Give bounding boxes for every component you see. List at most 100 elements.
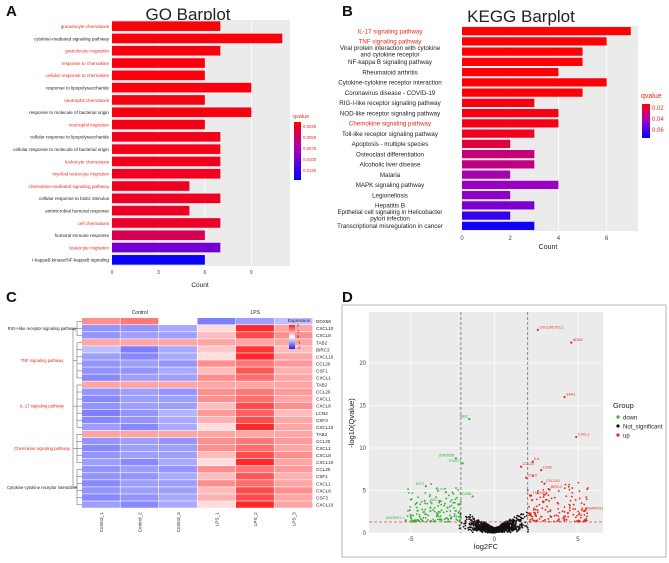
heatmap-cell — [274, 444, 313, 452]
volcano-point-up-labeled — [570, 341, 573, 344]
kegg-x-axis-label: Count — [539, 244, 558, 251]
kegg-bar — [462, 211, 511, 220]
go-category-labels: granulocyte chemotaxis cytokine-mediated … — [13, 24, 109, 263]
volcano-point-down — [421, 519, 424, 522]
volcano-point-ns — [481, 525, 484, 527]
volcano-point-down — [423, 499, 426, 502]
volcano-point-down — [429, 493, 431, 496]
volcano-point-up — [583, 514, 586, 516]
volcano-point-ns — [485, 527, 488, 530]
volcano-point-up — [563, 511, 566, 513]
volcano-point-ns — [487, 526, 490, 528]
volcano-point-down — [454, 509, 457, 512]
volcano-point-down — [438, 499, 441, 502]
volcano-point-down — [456, 496, 458, 499]
heatmap-cell — [236, 374, 274, 381]
volcano-point-down — [409, 505, 412, 508]
heatmap-group-label: LPS — [251, 310, 261, 316]
heatmap-cell — [120, 346, 159, 353]
volcano-point-up — [542, 520, 545, 522]
heatmap-cell — [236, 395, 274, 402]
heatmap-cell — [82, 466, 120, 473]
volcano-point-ns — [508, 524, 511, 526]
panel-label-b: B — [342, 3, 353, 20]
volcano-point-up — [574, 508, 577, 510]
heatmap-cells — [82, 318, 313, 508]
volcano-legend-title: Group — [613, 401, 634, 410]
volcano-point-ns — [516, 530, 518, 533]
volcano-point-down — [433, 506, 436, 509]
go-category-label: response to chemokine — [62, 61, 110, 66]
volcano-point-ns — [521, 526, 524, 529]
go-x-tick-labels: 0 3 6 9 — [111, 270, 253, 276]
go-x-tick-label: 0 — [111, 270, 114, 276]
volcano-point-down — [419, 503, 421, 506]
heatmap-gene-label: CXCL10 — [316, 460, 334, 465]
heatmap-cell — [120, 416, 159, 424]
volcano-point-down — [432, 518, 435, 521]
volcano-point-ns — [516, 518, 519, 521]
volcano-point-up — [578, 512, 581, 515]
volcano-point-ns — [465, 518, 468, 521]
kegg-bar — [462, 129, 535, 138]
heatmap-cell — [159, 339, 197, 346]
volcano-point-down — [444, 487, 447, 490]
kegg-bar — [462, 170, 511, 179]
heatmap-cell — [197, 437, 236, 445]
volcano-point-ns — [494, 531, 497, 534]
volcano-point-ns — [477, 526, 479, 528]
volcano-point-up — [547, 517, 550, 520]
volcano-point-down — [429, 510, 432, 513]
heatmap-cell — [236, 339, 274, 346]
volcano-point-up — [580, 502, 583, 505]
heatmap-cell — [197, 388, 236, 395]
volcano-point-ns — [503, 522, 506, 525]
volcano-point-down — [455, 518, 458, 520]
volcano-point-down — [453, 515, 456, 518]
volcano-point-down — [410, 519, 413, 521]
heatmap-cell — [159, 325, 197, 332]
volcano-point-down — [409, 509, 411, 512]
volcano-point-ns — [513, 527, 516, 530]
heatmap-cell — [159, 346, 197, 353]
volcano-point-down-labeled — [461, 462, 464, 465]
heatmap-cell — [120, 332, 159, 339]
volcano-point-label: ARC — [430, 498, 438, 502]
volcano-point-label: BIRC3 — [551, 485, 562, 489]
heatmap-cell — [82, 437, 120, 445]
volcano-point-ns — [495, 527, 497, 529]
volcano-point-label: CXCL10 — [546, 479, 560, 483]
kegg-x-tick-label: 0 — [460, 236, 464, 242]
volcano-point-ns — [509, 531, 512, 534]
volcano-point-ns — [475, 529, 478, 532]
heatmap-gene-label: BIRC3 — [316, 347, 330, 352]
heatmap-gene-label: CXCL10 — [316, 354, 334, 359]
heatmap-cell — [120, 444, 159, 452]
volcano-not-significant-points — [458, 511, 531, 534]
volcano-point-up — [553, 514, 556, 517]
go-barplot-title: GO Barplot — [145, 5, 230, 24]
go-bar — [112, 70, 205, 81]
volcano-y-tick-label: 0 — [363, 531, 367, 537]
volcano-point-up — [539, 496, 542, 499]
heatmap-column-label: Control_3 — [176, 512, 181, 532]
volcano-point-ns — [517, 519, 520, 522]
volcano-point-up — [586, 512, 589, 515]
heatmap-cell — [236, 466, 274, 473]
heatmap-cell — [274, 466, 313, 473]
volcano-point-down — [434, 519, 436, 522]
kegg-category-label: Toll-like receptor signaling pathway — [342, 131, 439, 138]
kegg-x-tick-label: 6 — [605, 236, 609, 242]
volcano-point-down — [426, 502, 429, 505]
volcano-point-ns — [483, 529, 485, 531]
heatmap-pathway-label: TNF signaling pathway — [21, 358, 64, 363]
volcano-point-label: CCL20 — [523, 462, 534, 466]
volcano-point-down — [417, 496, 419, 499]
kegg-category-label: NF-kappa B signaling pathway — [348, 59, 433, 66]
volcano-point-label: ADAMTS1 — [586, 506, 603, 510]
volcano-point-ns — [469, 528, 471, 531]
volcano-point-up — [544, 493, 547, 496]
heatmap-cell — [82, 325, 120, 332]
volcano-point-down — [437, 510, 440, 513]
